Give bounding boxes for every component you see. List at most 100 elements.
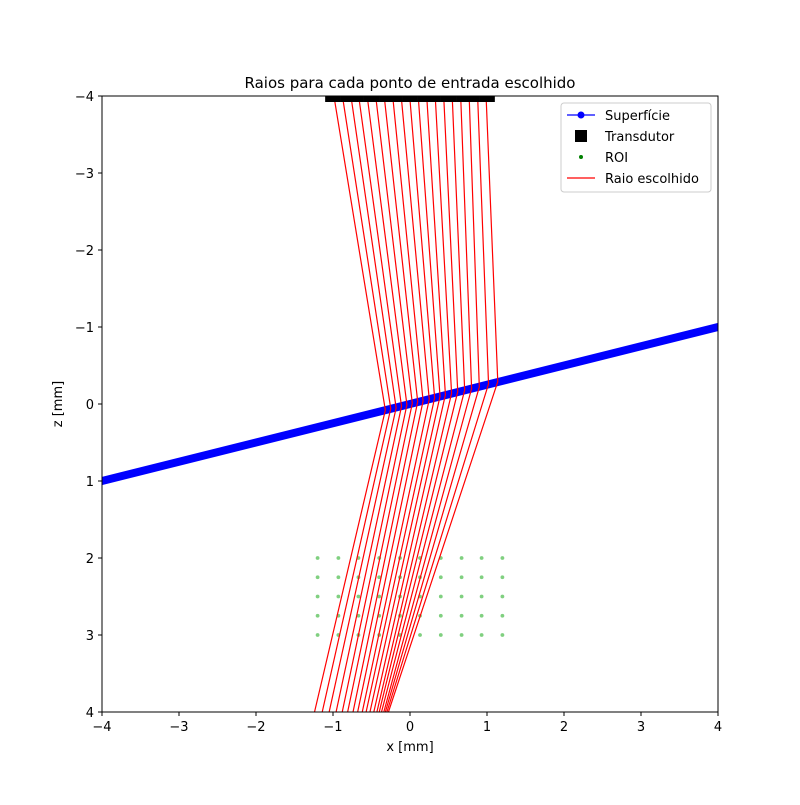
- x-tick-label: −4: [92, 720, 111, 735]
- transducer-element: [432, 96, 441, 102]
- ray-2: [321, 99, 392, 712]
- plot-area: [102, 96, 718, 712]
- roi-point: [315, 613, 320, 618]
- roi-point: [459, 575, 464, 580]
- roi-point: [479, 556, 484, 560]
- transducer-element: [456, 96, 465, 102]
- legend-roi-marker: [579, 155, 583, 159]
- legend-transducer-marker: [575, 130, 587, 142]
- transducer-element: [379, 96, 388, 102]
- roi-point: [500, 575, 505, 580]
- ray-13: [376, 99, 453, 712]
- y-axis: −4 −3 −2 −1 0 1 2 3 4: [75, 90, 102, 721]
- ray-6: [347, 99, 413, 712]
- x-tick-label: 1: [483, 720, 491, 735]
- transducer-element: [394, 96, 403, 102]
- transducer-element: [448, 96, 457, 102]
- y-axis-label: z [mm]: [51, 381, 66, 427]
- transducer-element: [355, 96, 364, 102]
- ray-16: [383, 99, 473, 712]
- legend: Superfície Transdutor ROI Raio escolhido: [560, 102, 712, 193]
- ray-18: [386, 99, 490, 712]
- transducer-element: [402, 96, 411, 102]
- roi-point: [336, 556, 341, 560]
- transducer-element: [479, 96, 488, 102]
- roi-point: [315, 575, 320, 580]
- roi-point: [356, 594, 361, 599]
- transducer-element: [471, 96, 480, 102]
- roi-point: [500, 613, 505, 618]
- roi-point: [438, 633, 443, 637]
- ray-8: [357, 99, 424, 712]
- roi-point: [500, 633, 505, 637]
- transducer-element: [325, 96, 334, 102]
- roi-point: [377, 575, 382, 580]
- roi-point: [479, 633, 484, 637]
- x-tick-label: 0: [406, 720, 414, 735]
- x-axis-label: x [mm]: [386, 740, 433, 755]
- y-tick-label: 1: [86, 475, 94, 490]
- transducer-element: [440, 96, 449, 102]
- legend-surface-marker: [577, 111, 585, 119]
- roi-point: [459, 594, 464, 599]
- ray-1: [313, 99, 386, 712]
- legend-surface-label: Superfície: [605, 109, 670, 124]
- transducer-element: [463, 96, 472, 102]
- transducer-element: [486, 96, 495, 102]
- x-tick-label: 2: [560, 720, 568, 735]
- transducer-element: [417, 96, 426, 102]
- chart-title: Raios para cada ponto de entrada escolhi…: [245, 74, 576, 92]
- ray-17: [384, 99, 480, 712]
- ray-9: [361, 99, 430, 712]
- roi-point: [438, 613, 443, 618]
- ray-11: [369, 99, 441, 712]
- x-tick-label: −3: [169, 720, 188, 735]
- y-tick-label: −1: [75, 321, 94, 336]
- x-tick-label: −2: [246, 720, 265, 735]
- roi-point: [336, 575, 341, 580]
- ray-4: [335, 99, 403, 712]
- transducer-element: [332, 96, 341, 102]
- roi-point: [459, 613, 464, 618]
- roi-point: [479, 575, 484, 580]
- y-tick-label: 4: [86, 706, 94, 721]
- y-tick-label: −2: [75, 244, 94, 259]
- roi-point: [377, 594, 382, 599]
- legend-ray-label: Raio escolhido: [605, 172, 699, 187]
- ray-14: [378, 99, 459, 712]
- ray-10: [365, 99, 436, 712]
- ray-19: [387, 99, 499, 712]
- roi-point: [479, 613, 484, 618]
- roi-point: [315, 594, 320, 599]
- x-tick-label: 4: [714, 720, 722, 735]
- roi-point: [418, 633, 422, 637]
- roi-point: [459, 556, 464, 560]
- ray-5: [341, 99, 408, 712]
- roi-point: [315, 633, 320, 637]
- y-tick-label: 3: [86, 629, 94, 644]
- transducer-element: [340, 96, 349, 102]
- legend-transducer-label: Transdutor: [604, 130, 675, 145]
- y-tick-label: 0: [86, 398, 94, 413]
- roi-point: [336, 594, 341, 599]
- y-tick-label: −4: [75, 90, 94, 105]
- roi-point: [315, 556, 320, 560]
- x-axis: −4 −3 −2 −1 0 1 2 3 4: [92, 712, 722, 735]
- transducer-element: [409, 96, 418, 102]
- roi-point: [438, 594, 443, 599]
- roi-point: [500, 556, 505, 560]
- transducer-element: [363, 96, 372, 102]
- legend-roi-label: ROI: [605, 151, 628, 166]
- roi-point: [479, 594, 484, 599]
- x-tick-label: 3: [637, 720, 645, 735]
- ray-3: [328, 99, 397, 712]
- transducer-element: [371, 96, 380, 102]
- roi-point: [438, 575, 443, 580]
- roi-point: [459, 633, 464, 637]
- ray-7: [352, 99, 419, 712]
- x-tick-label: −1: [323, 720, 342, 735]
- y-tick-label: −3: [75, 167, 94, 182]
- transducer-element: [425, 96, 434, 102]
